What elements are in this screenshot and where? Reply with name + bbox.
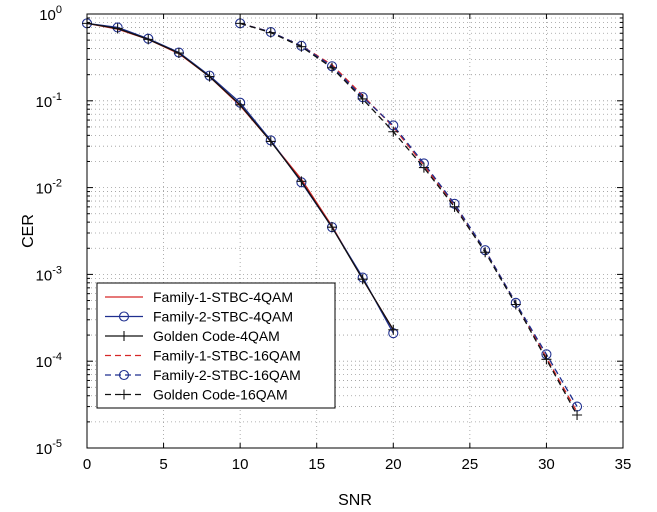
x-tick-label: 25 xyxy=(462,456,479,473)
y-tick-label: 10-3 xyxy=(36,264,62,284)
legend: Family-1-STBC-4QAM Family-2-STBC-4QAM Gold… xyxy=(96,282,336,409)
x-tick-label: 5 xyxy=(159,456,167,473)
legend-label: Family-1-STBC-4QAM xyxy=(153,289,293,305)
x-tick-label: 20 xyxy=(385,456,402,473)
y-tick-label: 10-5 xyxy=(36,438,62,458)
y-tick-base: 10 xyxy=(39,7,56,24)
series-layer xyxy=(81,18,583,420)
data-point-plus xyxy=(388,126,399,137)
data-point-circle xyxy=(118,369,130,381)
data-point-plus xyxy=(112,23,123,34)
y-axis-label: CER xyxy=(20,214,37,248)
data-point-plus xyxy=(357,93,368,104)
series-golden-code-16qam xyxy=(235,18,583,420)
data-point-plus xyxy=(541,354,552,365)
y-tick-label: 10-2 xyxy=(36,178,62,198)
legend-label: Family-2-STBC-16QAM xyxy=(153,367,301,383)
y-tick-exponent: -3 xyxy=(52,264,62,276)
data-point-plus xyxy=(265,27,276,38)
data-point-plus xyxy=(327,222,338,233)
series-line xyxy=(239,22,578,407)
y-tick-base: 10 xyxy=(36,267,53,284)
grid xyxy=(87,14,623,448)
x-tick-label: 0 xyxy=(83,456,91,473)
y-tick-label: 100 xyxy=(39,4,62,24)
data-point-plus xyxy=(449,201,460,212)
legend-label: Family-2-STBC-4QAM xyxy=(153,309,293,325)
legend-label: Family-1-STBC-16QAM xyxy=(153,348,301,364)
data-point-plus xyxy=(265,136,276,147)
plot-frame xyxy=(86,13,624,449)
y-tick-exponent: -5 xyxy=(52,438,62,450)
data-point-plus xyxy=(143,34,154,45)
data-point-plus xyxy=(327,62,338,73)
data-point-plus xyxy=(357,274,368,285)
x-tick-label: 10 xyxy=(232,456,249,473)
ticks xyxy=(86,13,624,449)
data-point-plus xyxy=(480,247,491,258)
data-point-plus xyxy=(388,324,399,335)
data-point-plus xyxy=(235,18,246,29)
x-axis-label: SNR xyxy=(338,492,372,509)
data-point-plus xyxy=(119,389,129,400)
data-point-plus xyxy=(119,331,129,341)
x-tick-label: 15 xyxy=(308,456,325,473)
y-tick-exponent: 0 xyxy=(56,4,62,16)
y-tick-exponent: -2 xyxy=(52,178,62,190)
y-tick-label: 10-4 xyxy=(36,351,62,371)
data-point-plus xyxy=(173,48,184,59)
legend-box xyxy=(96,282,336,409)
data-point-plus xyxy=(572,409,583,420)
y-tick-base: 10 xyxy=(36,441,53,458)
y-tick-base: 10 xyxy=(36,181,53,198)
legend-label: Golden Code-16QAM xyxy=(153,387,288,403)
data-point-plus xyxy=(296,176,307,187)
x-tick-label: 30 xyxy=(538,456,555,473)
y-tick-base: 10 xyxy=(36,354,53,371)
y-tick-exponent: -4 xyxy=(52,351,62,363)
data-point-plus xyxy=(418,162,429,173)
data-point-plus xyxy=(235,99,246,110)
x-tick-label: 35 xyxy=(615,456,632,473)
data-point-plus xyxy=(510,299,521,310)
y-tick-label: 10-1 xyxy=(36,91,62,111)
data-point-plus xyxy=(296,41,307,52)
series-line xyxy=(239,22,578,416)
y-tick-base: 10 xyxy=(36,94,53,111)
legend-label: Golden Code-4QAM xyxy=(153,328,280,344)
data-point-circle xyxy=(118,311,130,322)
y-tick-exponent: -1 xyxy=(52,91,62,103)
data-point-plus xyxy=(204,71,215,82)
